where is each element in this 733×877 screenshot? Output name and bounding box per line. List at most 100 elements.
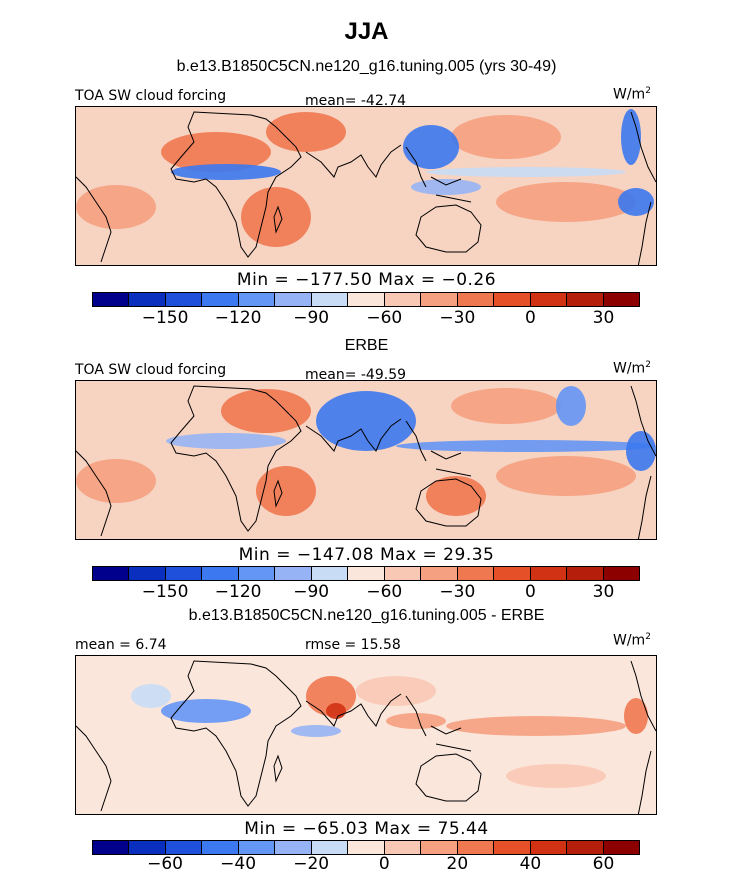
colorbar-swatch (421, 567, 458, 580)
colorbar-swatch (457, 567, 495, 580)
colorbar-swatch (494, 293, 531, 306)
coastline (405, 695, 472, 752)
field-contour (256, 466, 316, 516)
coastline (630, 385, 656, 539)
colorbar-swatch (202, 841, 239, 854)
colorbar-swatch (384, 293, 422, 306)
field-contour (626, 431, 656, 471)
colorbar-swatch (311, 567, 349, 580)
panel-2-map (75, 380, 657, 540)
coastline (405, 146, 472, 203)
field-contour (326, 703, 346, 719)
panel-1-variable-label: TOA SW cloud forcing (75, 88, 227, 104)
panel-3-map (75, 655, 657, 815)
colorbar-tick-label: −20 (293, 854, 330, 874)
field-contour (166, 433, 286, 449)
panel-3-units: W/m2 (613, 632, 651, 649)
field-contour (76, 459, 156, 503)
coastline (415, 478, 482, 527)
colorbar-swatch (129, 841, 166, 854)
colorbar-tick-label: −40 (220, 854, 257, 874)
colorbar-swatch (275, 841, 312, 854)
panel-1-mean-label: mean= -42.74 (305, 93, 407, 109)
coastline (76, 176, 112, 263)
colorbar-swatch (202, 293, 239, 306)
panel-1-minmax: Min = −177.50 Max = −0.26 (236, 270, 497, 290)
field-contour (396, 440, 656, 452)
field-contour (496, 456, 636, 496)
field-contour (451, 388, 561, 424)
page-title: JJA (344, 18, 389, 45)
coastline (76, 725, 112, 812)
colorbar-tick-label: −120 (214, 582, 262, 602)
colorbar-swatch (530, 841, 568, 854)
colorbar-tick-label: −60 (147, 854, 184, 874)
coastline (170, 385, 302, 532)
field-contour (356, 676, 436, 706)
colorbar-swatch (421, 841, 458, 854)
coastline (273, 479, 283, 508)
field-contour (506, 764, 606, 788)
field-contour (221, 389, 311, 433)
panel-1-colorbar-ticks: −150 −120 −90 −60 −30 0 30 (92, 308, 640, 328)
field-contour (451, 115, 561, 159)
colorbar-tick-label: 20 (446, 854, 469, 874)
field-contour (446, 716, 626, 736)
colorbar-tick-label: −60 (366, 582, 403, 602)
coastline (305, 144, 402, 178)
colorbar-tick-label: −60 (366, 308, 403, 328)
coastline (273, 754, 283, 783)
colorbar-swatch (384, 567, 422, 580)
panel-2-mean-label: mean= -49.59 (305, 367, 407, 383)
panel-1-colorbar (92, 292, 640, 307)
colorbar-tick-label: −90 (293, 582, 330, 602)
field-contour (76, 185, 156, 229)
field-contour (161, 132, 271, 172)
field-contour (426, 167, 626, 177)
field-contour (624, 698, 648, 734)
colorbar-swatch (93, 841, 130, 854)
colorbar-tick-label: −150 (141, 582, 189, 602)
colorbar-swatch (275, 293, 312, 306)
colorbar-swatch (238, 841, 276, 854)
colorbar-swatch (165, 567, 203, 580)
field-contour (496, 182, 636, 222)
colorbar-swatch (348, 293, 385, 306)
field-contour (266, 112, 346, 152)
colorbar-swatch (348, 567, 385, 580)
field-contour (241, 187, 311, 247)
colorbar-swatch (165, 841, 203, 854)
colorbar-swatch (129, 293, 166, 306)
colorbar-swatch (530, 293, 568, 306)
colorbar-swatch (93, 567, 130, 580)
field-contour (386, 713, 446, 729)
colorbar-tick-label: 0 (524, 308, 536, 328)
panel-2-units: W/m2 (613, 360, 651, 377)
colorbar-swatch (384, 841, 422, 854)
colorbar-tick-label: 60 (592, 854, 615, 874)
colorbar-swatch (421, 293, 458, 306)
coastline (405, 420, 472, 477)
colorbar-swatch (494, 841, 531, 854)
panel-3-colorbar-ticks: −60 −40 −20 0 20 40 60 (92, 854, 640, 874)
coastline (415, 204, 482, 253)
coastline (170, 660, 302, 807)
panel-1-map (75, 106, 657, 266)
field-contour (618, 188, 654, 216)
colorbar-swatch (311, 293, 349, 306)
panel-2-variable-label: TOA SW cloud forcing (75, 362, 227, 378)
coastline (170, 111, 302, 258)
colorbar-swatch (311, 841, 349, 854)
colorbar-tick-label: 40 (519, 854, 542, 874)
colorbar-swatch (603, 567, 640, 580)
map-field (76, 385, 656, 539)
field-contour (403, 125, 459, 169)
panel-2-subtitle: ERBE (344, 337, 389, 354)
colorbar-swatch (348, 841, 385, 854)
colorbar-tick-label: −30 (439, 308, 476, 328)
panel-3-minmax: Min = −65.03 Max = 75.44 (244, 819, 489, 839)
field-contour (291, 725, 341, 737)
panel-1-units: W/m2 (613, 86, 651, 103)
colorbar-tick-label: −150 (141, 308, 189, 328)
colorbar-swatch (238, 567, 276, 580)
